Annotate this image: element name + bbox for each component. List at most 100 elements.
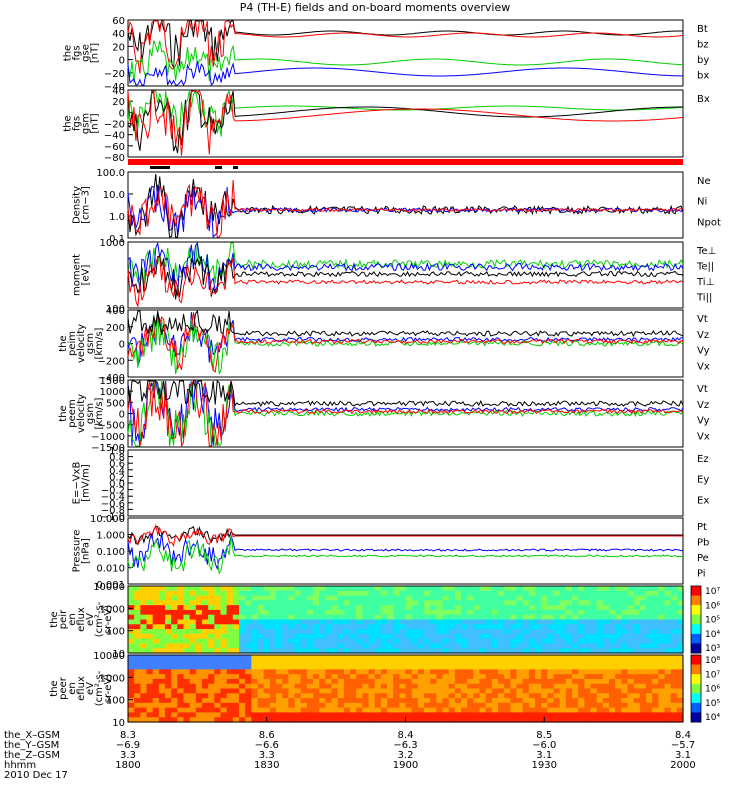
spectrogram-cell (590, 688, 598, 694)
spectrogram-cell (646, 655, 653, 661)
spectrogram-cell (343, 595, 351, 601)
spectrogram-cell (498, 638, 505, 645)
spectrogram-cell (140, 717, 148, 723)
spectrogram-cell (633, 643, 641, 649)
spectrogram-cell (214, 659, 222, 666)
spectrogram-cell (664, 664, 672, 670)
spectrogram-cell (541, 605, 548, 611)
spectrogram-cell (134, 698, 141, 704)
spectrogram-cell (226, 669, 234, 675)
spectrogram-cell (331, 693, 339, 699)
spectrogram-cell (220, 624, 228, 630)
spectrogram-cell (337, 659, 345, 666)
spectrogram-cell (491, 638, 499, 645)
spectrogram-cell (202, 702, 209, 709)
spectrogram-cell (245, 678, 252, 685)
ytick-label: 0.4 (109, 466, 125, 477)
spectrogram-cell (504, 702, 511, 709)
spectrogram-cell (134, 605, 141, 611)
spectrogram-cell (454, 600, 462, 606)
spectrogram-cell (602, 707, 610, 714)
spectrogram-cell (140, 609, 148, 616)
spectrogram-cell (522, 674, 530, 680)
spectrogram-cell (658, 643, 666, 649)
spectrogram-cell (528, 624, 536, 630)
spectrogram-cell (424, 600, 431, 606)
spectrogram-cell (232, 648, 240, 654)
xaxis-value: 3.2 (398, 750, 414, 761)
colorbar-label: 10⁴ (705, 630, 720, 640)
spectrogram-cell (140, 619, 148, 625)
spectrogram-cell (165, 600, 172, 606)
spectrogram-cell (202, 595, 209, 601)
spectrogram-cell (300, 614, 308, 621)
spectrogram-cell (572, 717, 579, 723)
spectrogram-cell (140, 693, 148, 699)
spectrogram-cell (374, 669, 382, 675)
spectrogram-cell (602, 614, 610, 621)
spectrogram-cell (664, 590, 672, 597)
spectrogram-cell (639, 643, 647, 649)
spectrogram-cell (473, 619, 481, 625)
ytick-label: 0 (119, 410, 125, 421)
spectrogram-cell (202, 605, 209, 611)
spectrogram-cell (257, 712, 265, 718)
spectrogram-cell (399, 609, 407, 616)
spectrogram-cell (676, 643, 684, 649)
spectrogram-cell (325, 595, 333, 601)
spectrogram-cell (498, 664, 505, 670)
ytick-label: 20 (112, 97, 125, 108)
spectrogram-cell (547, 707, 555, 714)
spectrogram-cell (245, 659, 252, 666)
spectrogram-cell (467, 712, 474, 718)
spectrogram-cell (547, 712, 555, 718)
spectrogram-cell (251, 688, 259, 694)
spectrogram-cell (664, 717, 672, 723)
spectrogram-cell (639, 707, 647, 714)
spectrogram-cell (337, 619, 345, 625)
spectrogram-cell (646, 605, 653, 611)
spectrogram-cell (288, 674, 296, 680)
spectrogram-cell (226, 678, 234, 685)
spectrogram-cell (516, 643, 524, 649)
spectrogram-cell (528, 678, 536, 685)
spectrogram-cell (195, 600, 203, 606)
spectrogram-cell (615, 702, 622, 709)
spectrogram-cell (257, 590, 265, 597)
spectrogram-cell (504, 707, 511, 714)
spectrogram-cell (263, 702, 271, 709)
spectrogram-cell (300, 664, 308, 670)
spectrogram-cell (257, 664, 265, 670)
spectrogram-cell (615, 683, 622, 690)
spectrogram-cell (664, 693, 672, 699)
spectrogram-cell (467, 678, 474, 685)
spectrogram-cell (245, 638, 252, 645)
spectrogram-cell (399, 698, 407, 704)
spectrogram-cell (140, 678, 148, 685)
spectrogram-cell (652, 688, 659, 694)
spectrogram-cell (633, 614, 641, 621)
spectrogram-cell (140, 683, 148, 690)
spectrogram-cell (183, 619, 191, 625)
spectrogram-cell (368, 624, 376, 630)
colorbar-segment (691, 624, 701, 635)
spectrogram-cell (405, 643, 413, 649)
spectrogram-cell (214, 669, 222, 675)
spectrogram-cell (646, 674, 653, 680)
spectrogram-cell (473, 590, 481, 597)
spectrogram-cell (590, 669, 598, 675)
spectrogram-cell (350, 619, 357, 625)
spectrogram-cell (269, 600, 277, 606)
spectrogram-cell (541, 664, 548, 670)
spectrogram-cell (208, 655, 215, 661)
spectrogram-cell (208, 698, 215, 704)
spectrogram-cell (535, 605, 542, 611)
spectrogram-cell (461, 664, 468, 670)
spectrogram-cell (146, 643, 154, 649)
spectrogram-cell (436, 674, 444, 680)
spectrogram-cell (134, 648, 141, 654)
spectrogram-cell (639, 624, 647, 630)
spectrogram-cell (350, 664, 357, 670)
spectrogram-cell (491, 609, 499, 616)
spectrogram-cell (146, 669, 154, 675)
